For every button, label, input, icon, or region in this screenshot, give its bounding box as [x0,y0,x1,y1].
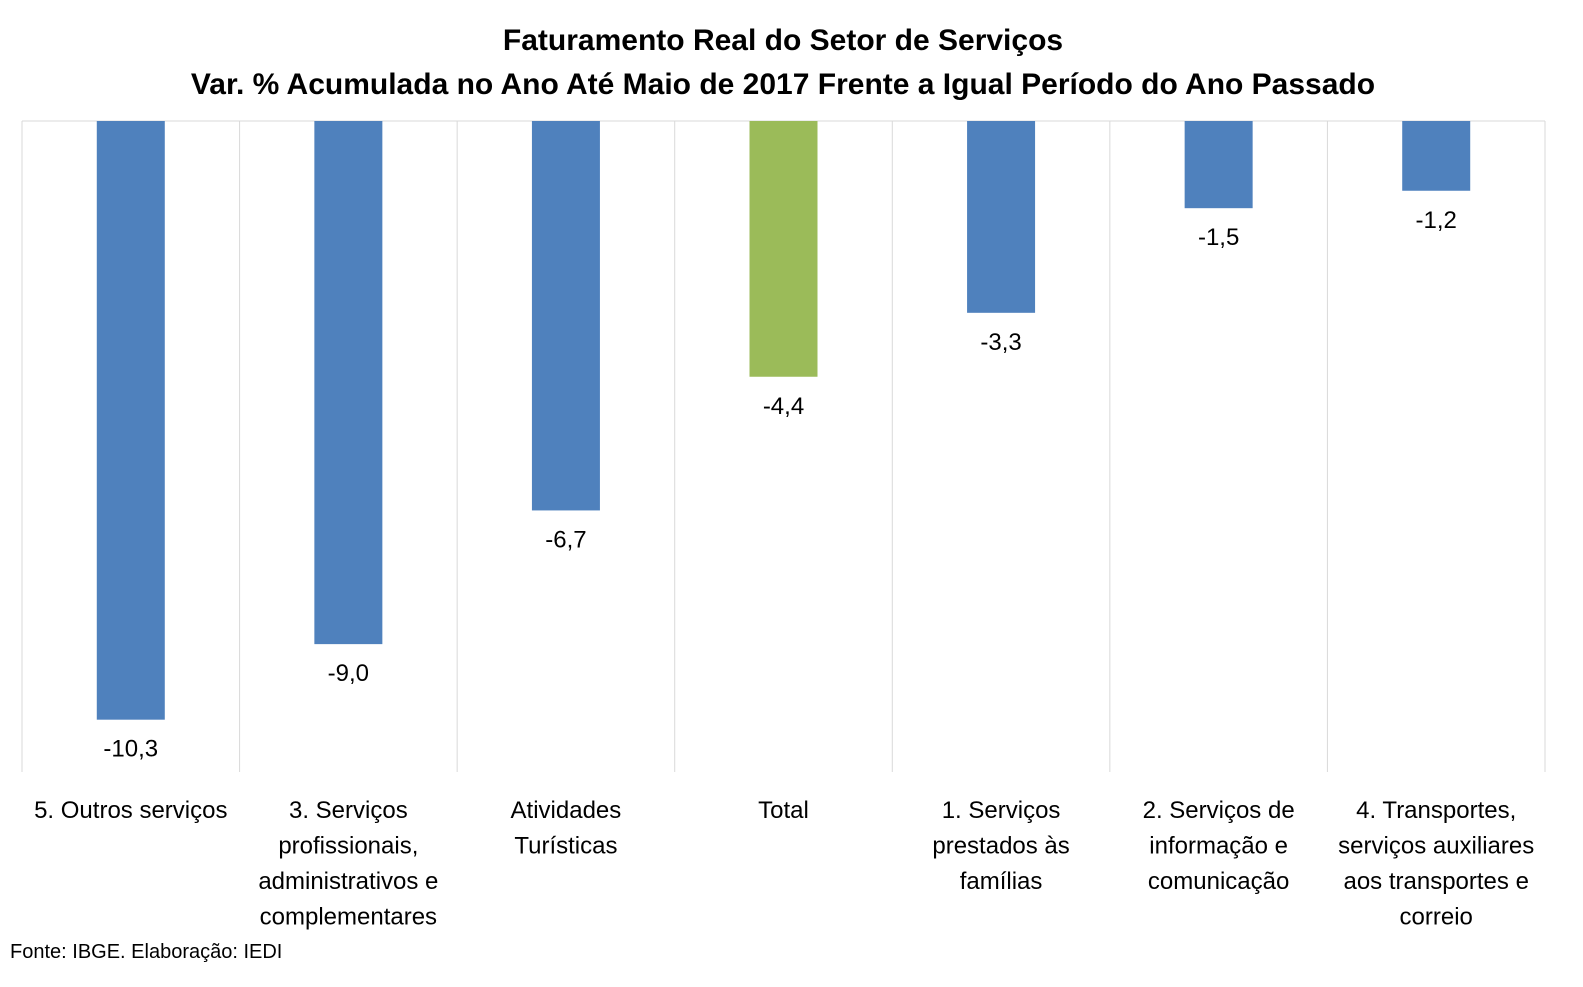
category-label-line: Turísticas [514,833,617,860]
data-label: -6,7 [545,526,586,553]
category-labels: 5. Outros serviços 3. Serviços profissiona… [34,797,1534,931]
category-label-line: 4. Transportes, [1356,797,1516,824]
bars [96,121,1471,720]
category-label-line: serviços auxiliares [1338,833,1534,860]
chart-subtitle: Var. % Acumulada no Ano Até Maio de 2017… [191,68,1375,101]
category-label: 4. Transportes, serviços auxiliares aos tr… [1338,797,1534,931]
category-label: 5. Outros serviços [34,797,227,824]
category-label-line: famílias [960,868,1043,895]
category-label: Total [758,797,809,824]
category-label-line: prestados às [932,833,1069,860]
category-label: 3. Serviços profissionais, administrativos… [258,797,438,931]
category-label-line: 1. Serviços [942,797,1061,824]
bar [967,121,1036,313]
category-label-line: aos transportes e [1343,868,1528,895]
data-label: -3,3 [980,329,1021,356]
category-label: 2. Serviços de informação e comunicação [1143,797,1295,895]
bar [531,121,600,511]
data-label: -1,2 [1416,207,1457,234]
bar [749,121,818,377]
data-label: -4,4 [763,393,804,420]
bar [314,121,383,645]
category-label-line: correio [1400,904,1473,931]
category-label-line: informação e [1149,833,1288,860]
category-label-line: Atividades [511,797,622,824]
category-label-line: 5. Outros serviços [34,797,227,824]
bar [1402,121,1471,191]
data-label: -10,3 [103,736,158,763]
category-label-line: administrativos e [258,868,438,895]
chart-title: Faturamento Real do Setor de Serviços [503,24,1063,57]
category-label-line: profissionais, [278,833,418,860]
source-note: Fonte: IBGE. Elaboração: IEDI [10,941,283,963]
category-label-line: Total [758,797,809,824]
category-label-line: comunicação [1148,868,1289,895]
category-label-line: 2. Serviços de [1143,797,1295,824]
category-label-line: complementares [260,904,437,931]
data-label: -9,0 [328,660,369,687]
data-labels: -10,3 -9,0 -6,7 -4,4 -3,3 -1,5 -1,2 [103,207,1456,763]
bar [96,121,165,720]
category-label: Atividades Turísticas [511,797,622,860]
data-label: -1,5 [1198,224,1239,251]
category-label-line: 3. Serviços [289,797,408,824]
bar [1184,121,1253,209]
category-label: 1. Serviços prestados às famílias [932,797,1069,895]
